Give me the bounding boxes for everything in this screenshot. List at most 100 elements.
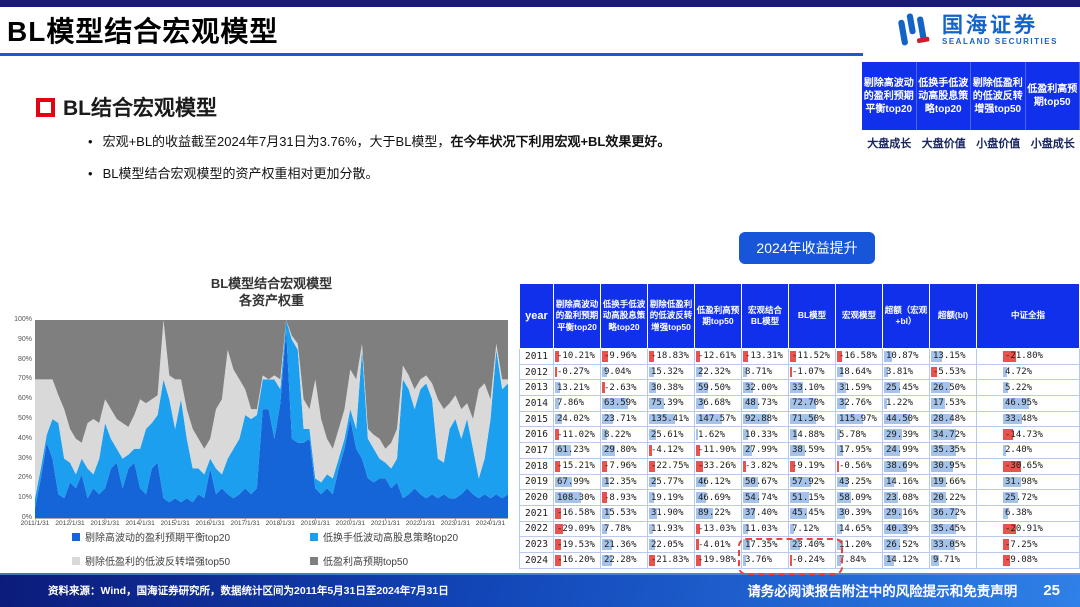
positive-data-bar <box>884 492 899 503</box>
table-cell: -19.53% <box>553 536 601 553</box>
table-cell-value: 34.72% <box>933 429 966 440</box>
negative-data-bar <box>555 523 564 535</box>
table-cell: 19.66% <box>929 473 977 491</box>
table-cell-value: 46.69% <box>698 492 731 503</box>
sealand-logo-icon <box>898 13 930 46</box>
table-cell: 11.93% <box>647 520 695 538</box>
table-cell: 4.72% <box>976 363 1080 381</box>
positive-data-bar <box>790 492 809 503</box>
table-cell-value: 22.32% <box>698 367 731 378</box>
negative-data-bar <box>790 554 793 566</box>
table-cell-value: 25.72% <box>1005 492 1038 503</box>
table-header-cell: 剔除低盈利的低波反转增强top50 <box>647 283 695 349</box>
negative-data-bar <box>555 554 561 566</box>
table-header-cell: 宏观模型 <box>835 283 883 349</box>
y-tick-label: 40% <box>17 434 32 442</box>
positive-data-bar <box>931 539 955 550</box>
table-cell: 7.84% <box>835 551 883 569</box>
table-cell: 2.40% <box>976 442 1080 459</box>
table-row: 2022 -29.09% 7.78% 11.93% -13.03% 11.03% 7.12%… <box>519 520 1080 538</box>
table-cell-year: 2017 <box>519 442 554 459</box>
table-cell: 29.80% <box>600 442 648 459</box>
legend-swatch-icon <box>310 532 318 541</box>
negative-data-bar <box>1003 554 1010 566</box>
negative-data-bar <box>602 460 607 472</box>
legend-swatch-icon <box>310 556 318 565</box>
table-cell-value: 31.98% <box>1005 476 1038 487</box>
positive-data-bar <box>743 476 759 488</box>
table-cell-value: 21.36% <box>604 539 637 550</box>
table-cell-value: -0.27% <box>557 367 590 378</box>
logo-name-en: SEALAND SECURITIES <box>942 37 1058 47</box>
negative-data-bar <box>602 382 605 394</box>
table-cell: 3.76% <box>741 551 789 569</box>
table-cell: 54.74% <box>741 489 789 506</box>
positive-data-bar <box>602 523 607 535</box>
table-cell-value: 8.22% <box>604 429 632 440</box>
table-cell-value: 32.00% <box>745 382 778 393</box>
table-cell-value: -21.80% <box>1005 351 1043 362</box>
legend-item: 剔除低盈利的低波反转增强top50 <box>72 553 310 568</box>
table-cell: 61.23% <box>553 442 601 459</box>
negative-data-bar <box>555 429 560 441</box>
positive-data-bar <box>555 413 563 425</box>
positive-data-bar <box>743 492 760 503</box>
positive-data-bar <box>884 445 900 456</box>
table-cell: -30.65% <box>976 457 1080 475</box>
table-cell-value: 11.93% <box>651 523 684 534</box>
table-cell: -16.58% <box>835 348 883 365</box>
table-cell: 21.36% <box>600 536 648 553</box>
positive-data-bar <box>837 413 863 425</box>
table-cell: 25.77% <box>647 473 695 491</box>
positive-data-bar <box>696 366 702 378</box>
positive-data-bar <box>931 445 957 456</box>
table-cell-value: 46.95% <box>1005 398 1038 409</box>
table-cell: -19.98% <box>694 551 742 569</box>
positive-data-bar <box>884 366 889 378</box>
table-cell-value: 4.72% <box>1005 367 1033 378</box>
positive-data-bar <box>931 492 947 503</box>
table-cell-value: 58.09% <box>839 492 872 503</box>
table-cell-value: -29.09% <box>557 523 595 534</box>
table-cell: -9.08% <box>976 551 1080 569</box>
table-cell: 13.21% <box>553 379 601 397</box>
table-row: 2012 -0.27% 9.04% 15.32% 22.32% 8.71% -1.07% 18… <box>519 363 1080 381</box>
table-cell-year: 2020 <box>519 489 554 506</box>
legend-swatch-icon <box>72 532 80 541</box>
positive-data-bar <box>837 492 851 503</box>
positive-data-bar <box>884 554 894 566</box>
negative-data-bar <box>555 460 561 472</box>
x-tick-label: 2013/1/31 <box>90 520 120 527</box>
x-tick-label: 2011/1/31 <box>20 520 50 527</box>
legend-swatch-icon <box>72 556 80 565</box>
table-cell-value: -11.02% <box>557 429 595 440</box>
bullet-list: • 宏观+BL的收益截至2024年7月31日为3.76%，大于BL模型，在今年状… <box>88 133 988 197</box>
table-cell: 45.45% <box>788 504 836 522</box>
strategy-style-table: 剔除高波动的盈利预期平衡top20 低换手低波动高股息策略top20 剔除低盈利… <box>862 62 1080 130</box>
table-cell: -9.19% <box>788 457 836 475</box>
table-cell: 34.72% <box>929 426 977 444</box>
table-cell-value: -0.24% <box>792 555 825 566</box>
table-cell: 17.95% <box>835 442 883 459</box>
table-cell-value: 33.10% <box>792 382 825 393</box>
table-cell-value: -11.52% <box>792 351 830 362</box>
positive-data-bar <box>555 382 560 394</box>
table-cell-value: -4.01% <box>698 539 731 550</box>
table-cell-value: -9.96% <box>604 351 637 362</box>
chart-title-line-2: 各资产权重 <box>238 292 304 308</box>
returns-table: year 剔除高波动的盈利预期平衡top20 低换手低波动高股息策略top20 剔除低… <box>519 283 1080 569</box>
table-cell-value: 35.35% <box>933 445 966 456</box>
table-cell: 108.30% <box>553 489 601 506</box>
x-tick-label: 2015/1/31 <box>160 520 190 527</box>
table-cell: 7.12% <box>788 520 836 538</box>
table-cell-value: -16.58% <box>557 508 595 519</box>
table-cell: 29.16% <box>882 504 930 522</box>
table-cell-value: 40.39% <box>886 523 919 534</box>
table-cell: 67.99% <box>553 473 601 491</box>
positive-data-bar <box>884 539 901 550</box>
table-cell: 9.04% <box>600 363 648 381</box>
table-cell-value: 33.48% <box>1005 414 1038 425</box>
positive-data-bar <box>602 366 608 378</box>
table-cell-value: 23.08% <box>886 492 919 503</box>
table-cell: 44.50% <box>882 410 930 428</box>
